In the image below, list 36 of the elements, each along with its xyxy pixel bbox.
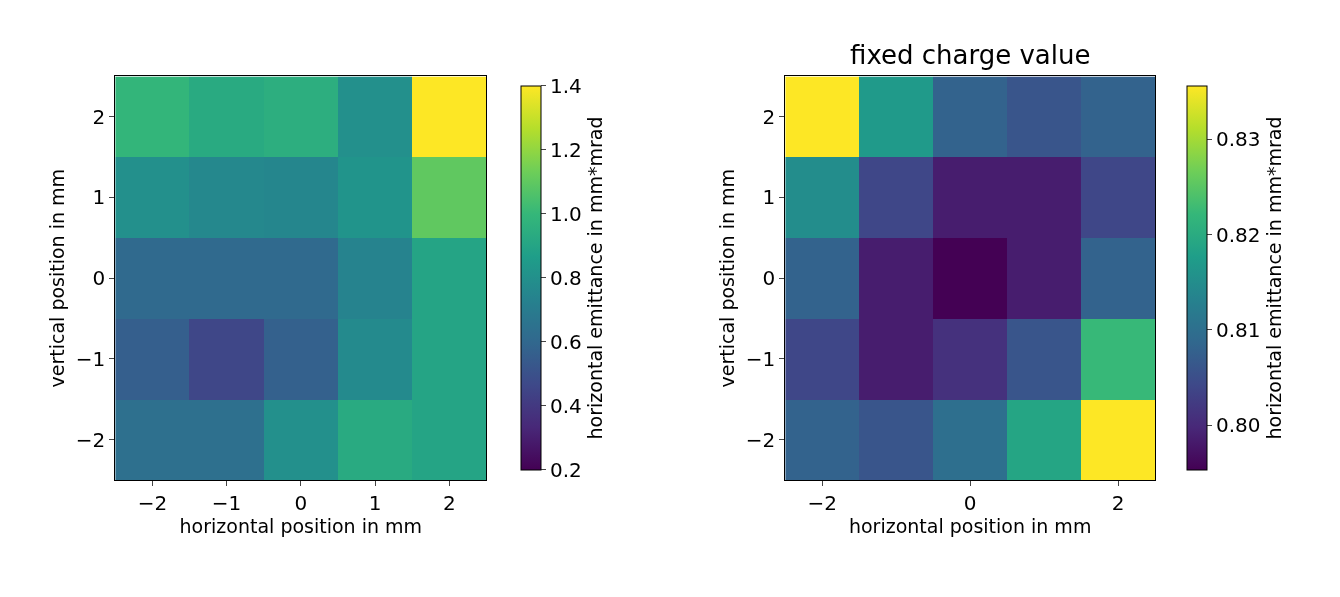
color-bar-label: 1.0 bbox=[550, 201, 582, 226]
y-tick-label: 1 bbox=[92, 185, 106, 210]
x-tick-label: 0 bbox=[963, 490, 977, 515]
y-tick-label: −2 bbox=[745, 427, 776, 452]
y-tick-label: 2 bbox=[92, 104, 106, 129]
color-bar-label: 0.83 bbox=[1216, 127, 1261, 152]
color-bar-label: 0.4 bbox=[550, 393, 582, 418]
color-bar-title: horizontal emittance in mm*mrad bbox=[1262, 116, 1285, 440]
y-axis-title: vertical position in mm bbox=[45, 168, 68, 388]
color-bar-label: 0.80 bbox=[1216, 413, 1261, 438]
x-tick-label: −2 bbox=[807, 490, 837, 515]
color-bar-label: 0.8 bbox=[550, 265, 582, 290]
x-tick-label: 1 bbox=[368, 490, 382, 515]
y-tick-label: 0 bbox=[762, 266, 776, 291]
y-tick-label: 2 bbox=[762, 104, 776, 129]
x-tick-label: 2 bbox=[442, 490, 456, 515]
color-bar-label: 1.2 bbox=[550, 137, 582, 162]
chart-title: fixed charge value bbox=[850, 40, 1091, 70]
x-tick-label: −1 bbox=[211, 490, 242, 515]
color-bar-label: 0.82 bbox=[1216, 222, 1261, 247]
color-bar-label: 1.4 bbox=[550, 73, 582, 98]
y-axis-title: vertical position in mm bbox=[715, 168, 738, 388]
color-bar-label: 0.2 bbox=[550, 457, 582, 482]
x-tick-label: 0 bbox=[294, 490, 308, 515]
y-tick-label: 0 bbox=[92, 266, 106, 291]
y-tick-label: −2 bbox=[75, 427, 106, 452]
x-axis-title: horizontal position in mm bbox=[848, 514, 1092, 537]
y-tick-label: 1 bbox=[762, 185, 776, 210]
color-bar-title: horizontal emittance in mm*mrad bbox=[583, 116, 606, 440]
color-bar-label: 0.81 bbox=[1216, 317, 1261, 342]
color-bar-label: 0.6 bbox=[550, 329, 582, 354]
x-axis-title: horizontal position in mm bbox=[179, 514, 423, 537]
y-tick-label: −1 bbox=[75, 346, 106, 371]
y-tick-label: −1 bbox=[745, 346, 776, 371]
x-tick-label: −2 bbox=[137, 490, 168, 515]
x-tick-label: 2 bbox=[1111, 490, 1125, 515]
